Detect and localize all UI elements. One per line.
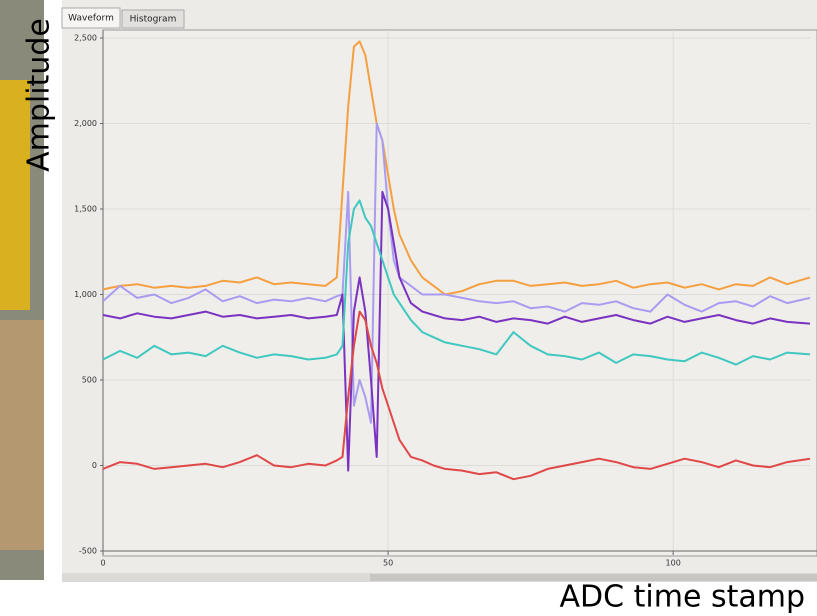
tab[interactable] — [121, 9, 185, 29]
tab[interactable] — [61, 7, 121, 29]
y-tick-label: 1,000 — [74, 290, 97, 299]
y-axis-title: Amplitude — [22, 18, 57, 172]
series-line — [102, 310, 811, 481]
series-line — [102, 199, 811, 366]
x-tick-label: 100 — [666, 559, 681, 568]
series-line — [102, 190, 811, 472]
y-tick-label: 500 — [82, 376, 97, 385]
photo-strip — [0, 320, 44, 550]
x-axis-title: ADC time stamp — [560, 580, 805, 615]
x-tick-label: 0 — [100, 559, 105, 568]
y-tick-label: -500 — [79, 547, 97, 556]
x-tick-label: 50 — [383, 559, 393, 568]
y-tick-label: 2,000 — [74, 119, 97, 128]
y-tick-label: 0 — [92, 461, 97, 470]
y-tick-label: 2,500 — [74, 34, 97, 43]
photo-strip — [0, 80, 30, 310]
scrollbar-thumb[interactable] — [370, 574, 817, 581]
y-tick-label: 1,500 — [74, 205, 97, 214]
series-line — [102, 40, 811, 296]
tab-label[interactable]: Histogram — [130, 15, 177, 25]
tab-label[interactable]: Waveform — [68, 14, 114, 24]
plot-area — [102, 29, 817, 557]
